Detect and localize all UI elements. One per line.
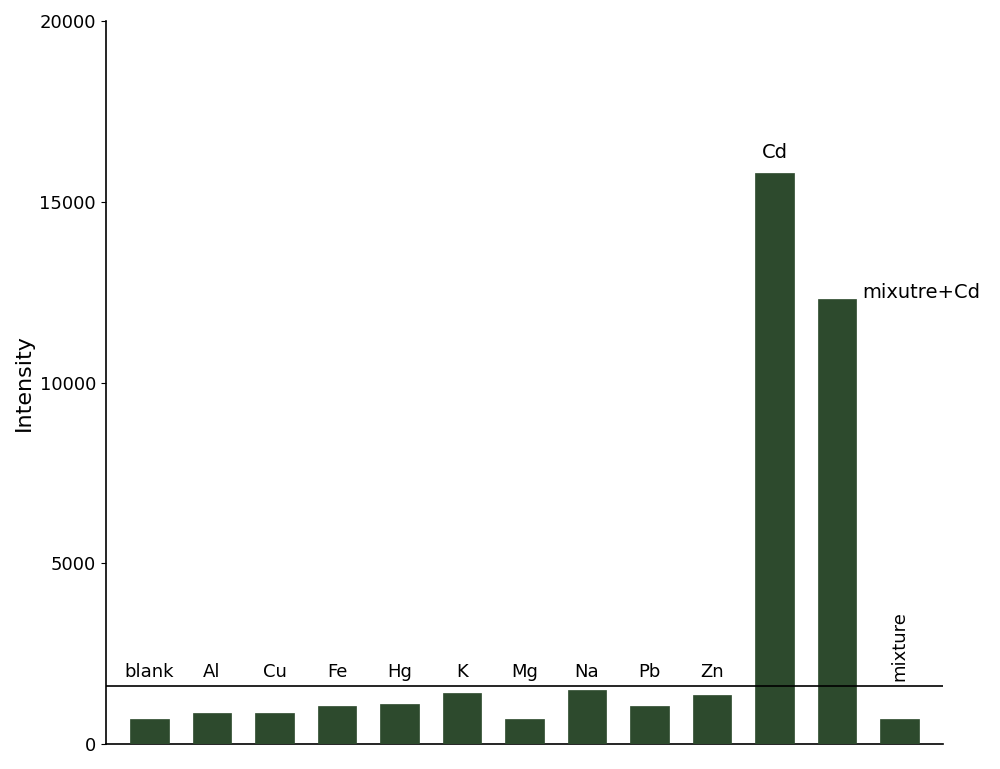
- Bar: [818, 299, 856, 744]
- Bar: [318, 706, 356, 744]
- Text: Cd: Cd: [762, 143, 788, 162]
- Bar: [880, 719, 919, 744]
- Bar: [255, 714, 294, 744]
- Text: Fe: Fe: [327, 663, 347, 681]
- Bar: [630, 706, 669, 744]
- Bar: [755, 173, 794, 744]
- Bar: [443, 694, 481, 744]
- Bar: [505, 719, 544, 744]
- Bar: [130, 719, 169, 744]
- Text: Pb: Pb: [638, 663, 661, 681]
- Text: Na: Na: [575, 663, 599, 681]
- Text: Cu: Cu: [263, 663, 286, 681]
- Bar: [568, 690, 606, 744]
- Text: Hg: Hg: [387, 663, 412, 681]
- Text: K: K: [456, 663, 468, 681]
- Text: mixutre+Cd: mixutre+Cd: [862, 282, 980, 301]
- Text: Al: Al: [203, 663, 221, 681]
- Bar: [193, 714, 231, 744]
- Text: Mg: Mg: [511, 663, 538, 681]
- Bar: [693, 695, 731, 744]
- Text: mixture: mixture: [891, 611, 909, 681]
- Text: blank: blank: [125, 663, 174, 681]
- Text: Zn: Zn: [700, 663, 724, 681]
- Y-axis label: Intensity: Intensity: [14, 334, 34, 431]
- Bar: [380, 704, 419, 744]
